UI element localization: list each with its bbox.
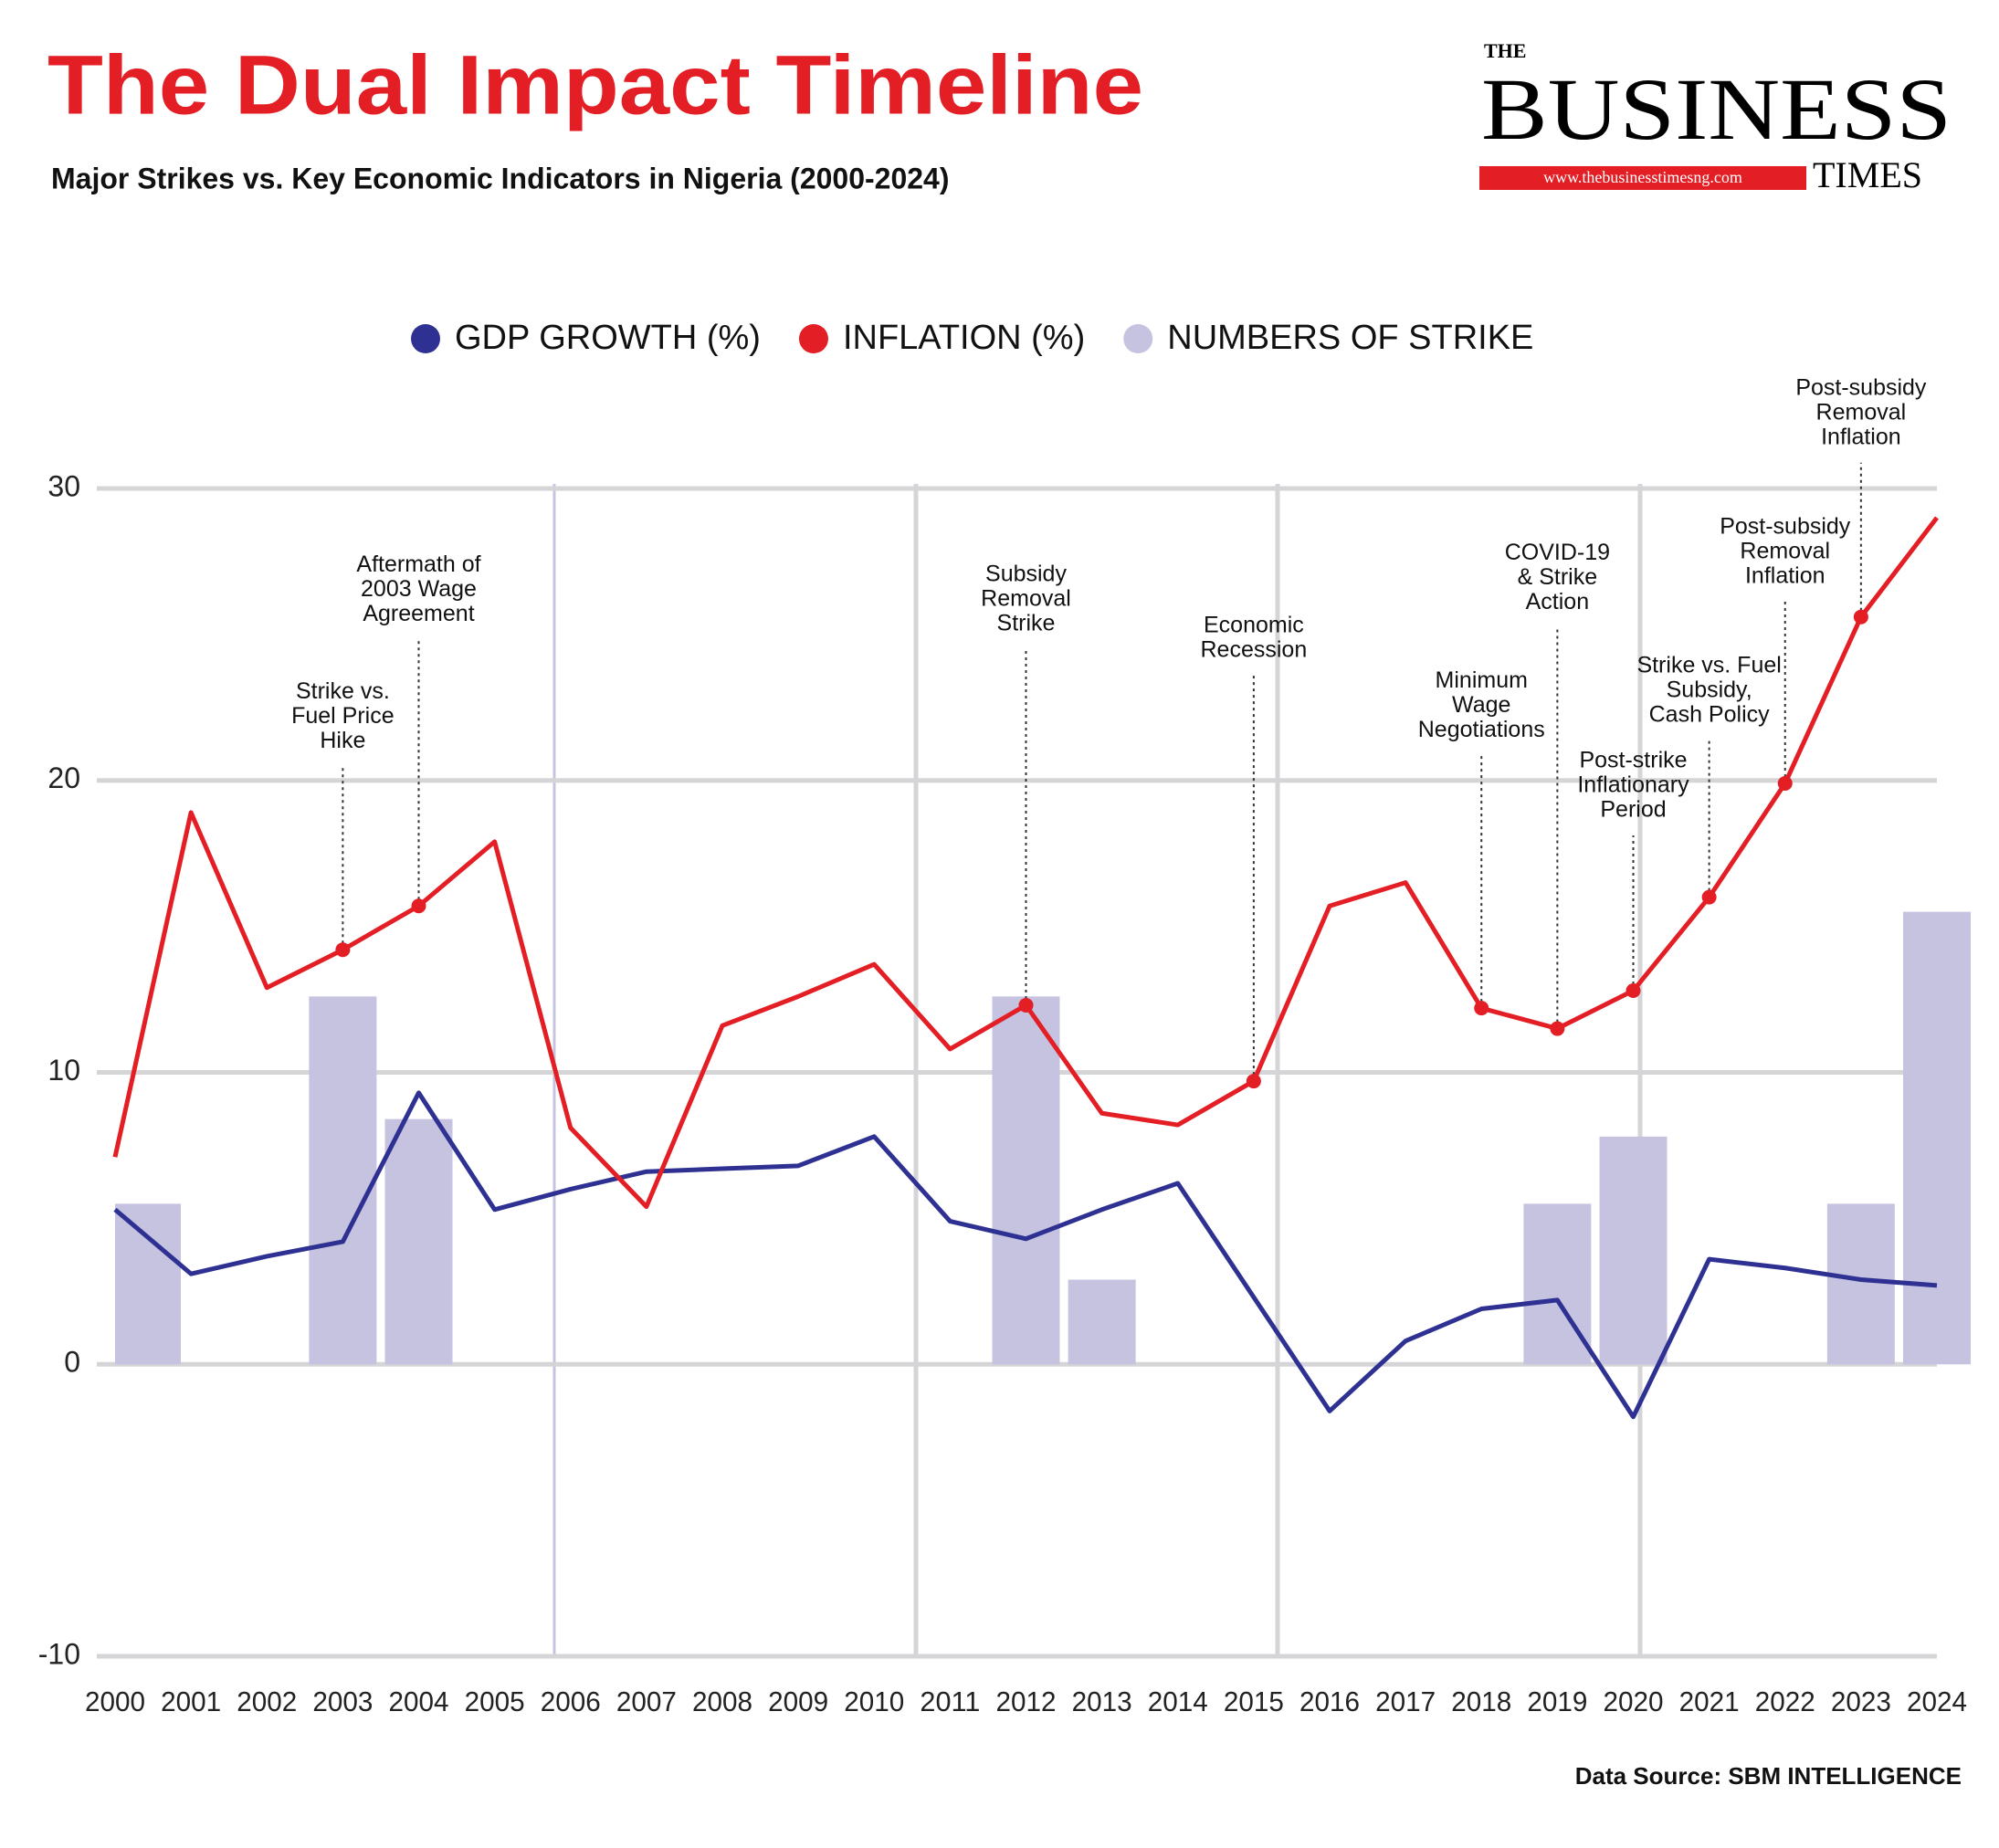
x-tick-label: 2014 <box>1148 1685 1208 1717</box>
annotation-text: Removal <box>1740 539 1830 564</box>
line <box>113 1090 1938 1420</box>
annotation-point <box>1701 889 1717 905</box>
annotation-text: Recession <box>1201 637 1308 663</box>
annotation-point <box>1246 1074 1261 1089</box>
logo-bar <box>1479 166 1806 190</box>
x-tick-label: 2005 <box>465 1685 525 1717</box>
x-tick-label: 2002 <box>237 1685 297 1717</box>
x-tick-label: 2015 <box>1224 1685 1284 1717</box>
source: Data Source: SBM INTELLIGENCE <box>1575 1762 1962 1790</box>
logo-url: www.thebusinesstimesng.com <box>1543 168 1742 186</box>
annotation-point <box>1777 775 1793 791</box>
bar <box>384 1118 453 1365</box>
legend-swatch <box>1123 324 1153 353</box>
x-tick-label: 2006 <box>541 1685 601 1717</box>
annotation-text: Removal <box>981 586 1071 612</box>
annotation-text: & Strike <box>1518 564 1598 590</box>
y-tick-label: -10 <box>38 1637 80 1670</box>
annotation-text: Removal <box>1816 399 1907 425</box>
annotation-text: Subsidy, <box>1667 677 1752 702</box>
annotation-text: Wage <box>1452 692 1510 718</box>
annotation-point <box>411 898 426 914</box>
x-tick-label: 2007 <box>616 1685 677 1717</box>
x-tick-label: 2016 <box>1299 1685 1360 1717</box>
annotation-text: Minimum <box>1436 667 1528 693</box>
x-tick-label: 2003 <box>312 1685 373 1717</box>
annotation-text: Hike <box>320 728 365 753</box>
x-tick-label: 2022 <box>1755 1685 1815 1717</box>
annotation-point <box>1626 982 1641 998</box>
x-tick-label: 2017 <box>1375 1685 1436 1717</box>
x-tick-label: 2010 <box>844 1685 904 1717</box>
x-tick-label: 2004 <box>389 1685 449 1717</box>
legend-label: NUMBERS OF STRIKE <box>1167 319 1533 357</box>
annotation-text: Cash Policy <box>1649 701 1770 727</box>
legend-swatch <box>411 324 440 353</box>
annotation-text: COVID-19 <box>1505 540 1610 565</box>
annotation-text: 2003 Wage <box>361 576 477 602</box>
annotation-text: Aftermath of <box>356 551 480 577</box>
annotation-text: Strike vs. Fuel <box>1636 652 1781 677</box>
legend-label: GDP GROWTH (%) <box>455 319 761 357</box>
chart-title: The Dual Impact Timeline <box>47 38 1143 131</box>
x-tick-label: 2000 <box>85 1685 145 1717</box>
annotation-text: Negotiations <box>1418 717 1545 742</box>
annotation-text: Inflation <box>1821 424 1901 449</box>
logo-business: BUSINESS <box>1481 60 1952 158</box>
annotation-text: Subsidy <box>985 562 1067 587</box>
annotation-text: Strike <box>997 611 1056 636</box>
annotation-text: Fuel Price <box>291 703 395 729</box>
annotation-text: Inflationary <box>1577 772 1689 798</box>
logo: THE BUSINESS www.thebusinesstimesng.com … <box>1479 39 1952 195</box>
legend-swatch <box>798 324 828 353</box>
x-tick-label: 2008 <box>692 1685 752 1717</box>
annotation-point <box>335 942 351 958</box>
annotation-text: Economic <box>1204 613 1304 638</box>
annotation-text: Action <box>1526 589 1589 614</box>
annotation-point <box>1474 1001 1489 1016</box>
annotation-text: Post-subsidy <box>1795 374 1927 400</box>
bar <box>1903 911 1971 1365</box>
x-tick-label: 2018 <box>1451 1685 1511 1717</box>
bar <box>1068 1279 1136 1365</box>
logo-the: THE <box>1484 39 1526 62</box>
bar <box>992 996 1060 1365</box>
x-tick-label: 2001 <box>161 1685 221 1717</box>
annotation-text: Agreement <box>363 601 474 626</box>
x-tick-label: 2011 <box>920 1685 980 1717</box>
annotation-text: Post-subsidy <box>1720 514 1851 540</box>
x-tick-label: 2012 <box>996 1685 1057 1717</box>
x-tick-label: 2009 <box>768 1685 828 1717</box>
x-tick-label: 2013 <box>1072 1685 1132 1717</box>
logo-times: TIMES <box>1813 154 1922 195</box>
annotation-point <box>1550 1021 1565 1036</box>
bar <box>1826 1203 1895 1365</box>
x-tick-label: 2020 <box>1604 1685 1664 1717</box>
annotation-text: Period <box>1600 797 1666 823</box>
y-tick-label: 10 <box>47 1054 80 1087</box>
bar <box>309 996 377 1365</box>
x-tick-label: 2021 <box>1679 1685 1740 1717</box>
chart-subtitle: Major Strikes vs. Key Economic Indicator… <box>51 162 950 194</box>
annotation-text: Inflation <box>1745 563 1825 589</box>
x-tick-label: 2023 <box>1831 1685 1891 1717</box>
annotation-point <box>1018 997 1034 1013</box>
y-tick-label: 20 <box>47 761 80 794</box>
y-tick-label: 0 <box>64 1346 80 1379</box>
y-tick-label: 30 <box>47 469 80 502</box>
bar <box>115 1203 181 1365</box>
annotation-text: Post-strike <box>1579 748 1687 773</box>
x-tick-label: 2019 <box>1527 1685 1587 1717</box>
x-tick-label: 2024 <box>1907 1685 1967 1717</box>
annotation-point <box>1853 609 1868 625</box>
bar <box>1599 1136 1668 1365</box>
annotation-text: Strike vs. <box>296 678 390 704</box>
legend-label: INFLATION (%) <box>843 319 1085 357</box>
